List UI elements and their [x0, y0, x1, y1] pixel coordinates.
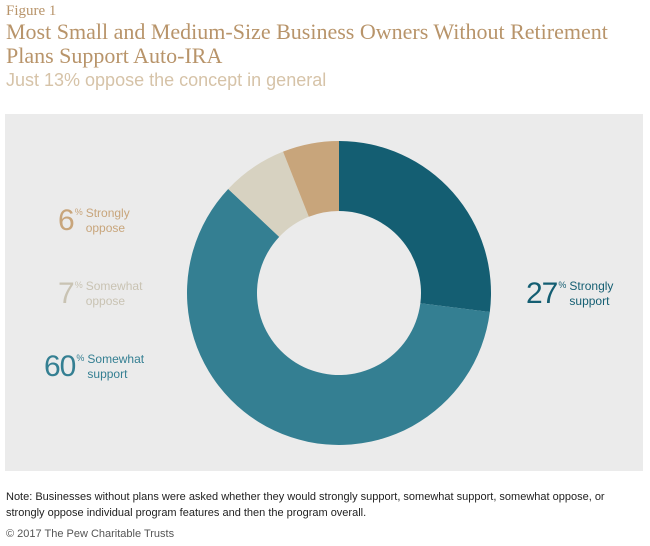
slice-somewhat-oppose	[228, 151, 309, 237]
label-strongly-support: 27 % Strongly support	[526, 279, 613, 309]
slice-strongly-oppose	[283, 141, 339, 217]
chart-subtitle: Just 13% oppose the concept in general	[6, 70, 327, 90]
label-strongly-oppose-value: 6	[58, 204, 75, 237]
label-somewhat-support: 60 % Somewhat support	[44, 352, 144, 382]
label-somewhat-support-unit: %	[76, 353, 85, 363]
slice-strongly-support	[339, 141, 491, 313]
chart-note: Note: Businesses without plans were aske…	[6, 491, 605, 519]
label-somewhat-oppose-line1: Somewhat	[85, 279, 143, 293]
label-strongly-support-unit: %	[558, 280, 567, 290]
label-somewhat-oppose-unit: %	[74, 280, 83, 290]
label-somewhat-oppose-value: 7	[58, 277, 75, 310]
donut-slices	[187, 141, 491, 445]
label-strongly-oppose: 6 % Strongly oppose	[58, 206, 130, 236]
chart-panel: 6 % Strongly oppose 7 % Somewhat oppose …	[5, 114, 643, 471]
label-strongly-support-value: 27	[526, 277, 558, 310]
donut-chart	[187, 141, 491, 445]
label-strongly-oppose-line2: oppose	[85, 221, 126, 235]
chart-title: Most Small and Medium-Size Business Owne…	[6, 19, 608, 68]
label-strongly-support-line2: support	[569, 294, 610, 308]
label-somewhat-support-value: 60	[44, 350, 76, 383]
label-strongly-support-line1: Strongly	[569, 279, 614, 293]
slice-somewhat-support	[187, 188, 490, 445]
copyright: © 2017 The Pew Charitable Trusts	[6, 528, 175, 540]
label-strongly-oppose-unit: %	[74, 207, 83, 217]
label-strongly-oppose-line1: Strongly	[85, 206, 130, 220]
label-somewhat-support-line1: Somewhat	[87, 352, 145, 366]
label-somewhat-oppose-line2: oppose	[85, 294, 126, 308]
label-somewhat-oppose: 7 % Somewhat oppose	[58, 279, 142, 309]
figure-label: Figure 1	[6, 3, 57, 19]
label-somewhat-support-line2: support	[87, 367, 128, 381]
